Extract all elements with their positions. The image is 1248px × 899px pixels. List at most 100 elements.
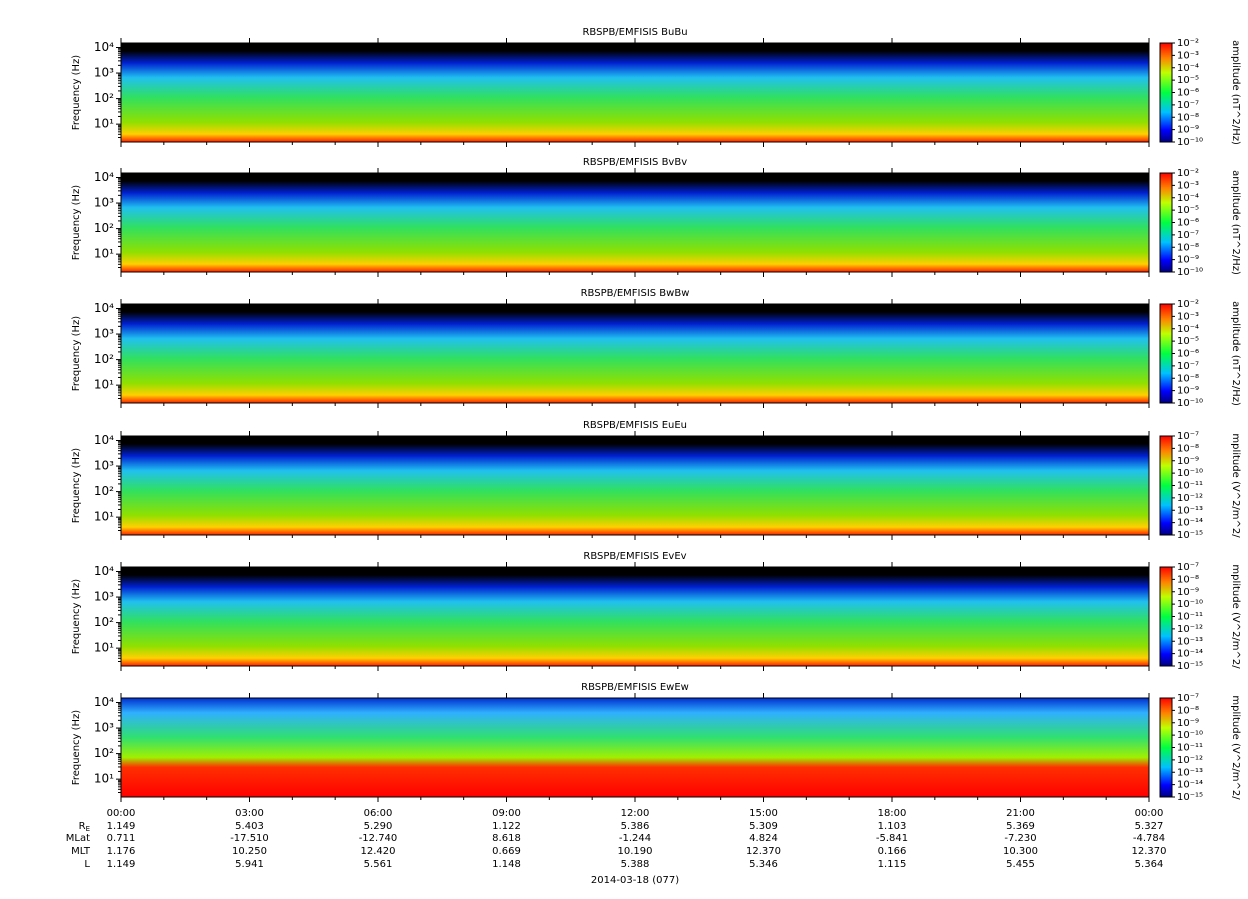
x-tick-label: 21:00 [1006,808,1035,819]
colorbar-label: mplitude (V^2/m^2/ [1230,564,1241,669]
ephemeris-value: 10.250 [232,846,267,857]
ephemeris-value: 0.669 [492,846,521,857]
ephemeris-value: 0.166 [878,846,907,857]
ephemeris-value: 12.370 [746,846,781,857]
colorbar-tick-label: 10⁻⁷ [1177,693,1199,704]
colorbar-tick-label: 10⁻⁵ [1177,75,1199,86]
ephemeris-label-text: MLat [66,833,90,844]
colorbar-tick-label: 10⁻¹¹ [1177,743,1203,754]
colorbar-tick-label: 10⁻⁷ [1177,361,1199,372]
colorbar-tick-label: 10⁻¹² [1177,755,1203,766]
colorbar-tick-label: 10⁻¹⁰ [1177,267,1203,278]
y-tick-label: 10¹ [94,117,114,131]
x-tick-label: 15:00 [749,808,778,819]
panel-title: RBSPB/EMFISIS EuEu [583,420,687,431]
x-tick-label: 12:00 [621,808,650,819]
colorbar-label: amplitude (nT^2/Hz) [1230,40,1241,145]
y-tick-label: 10² [94,352,114,366]
colorbar [1159,697,1173,798]
spectrogram-image [121,698,1149,797]
colorbar-tick-label: 10⁻³ [1177,311,1199,322]
ephemeris-value: 8.618 [492,833,521,844]
ephemeris-value: 4.824 [749,833,778,844]
colorbar-tick-label: 10⁻⁸ [1177,574,1199,585]
panel-title: RBSPB/EMFISIS BuBu [582,27,687,38]
x-tick-label: 03:00 [235,808,264,819]
ephemeris-value: 5.290 [364,821,393,832]
colorbar-tick-label: 10⁻⁷ [1177,562,1199,573]
y-tick-label: 10³ [94,327,114,341]
ephemeris-value: -1.244 [619,833,651,844]
colorbar-tick-label: 10⁻¹⁰ [1177,398,1203,409]
ephemeris-value: 5.346 [749,859,778,870]
colorbar-tick-label: 10⁻⁶ [1177,88,1199,99]
y-tick-label: 10⁴ [94,301,114,315]
date-label: 2014-03-18 (077) [591,875,679,886]
ephemeris-value: 5.386 [621,821,650,832]
y-tick-label: 10¹ [94,641,114,655]
colorbar-tick-label: 10⁻¹¹ [1177,612,1203,623]
y-tick-label: 10³ [94,66,114,80]
ephemeris-value: 5.369 [1006,821,1035,832]
y-tick-label: 10³ [94,721,114,735]
colorbar-tick-label: 10⁻² [1177,168,1199,179]
ephemeris-row-label: L [84,859,90,870]
ephemeris-value: -5.841 [876,833,908,844]
y-tick-label: 10² [94,221,114,235]
ephemeris-value: 1.115 [878,859,907,870]
ephemeris-value: -12.740 [359,833,398,844]
colorbar-tick-label: 10⁻³ [1177,50,1199,61]
y-axis-label: Frequency (Hz) [71,579,82,655]
y-axis-label: Frequency (Hz) [71,710,82,786]
colorbar-tick-label: 10⁻¹⁴ [1177,518,1203,529]
colorbar-tick-label: 10⁻⁸ [1177,242,1199,253]
panel-title: RBSPB/EMFISIS EwEw [581,682,689,693]
ephemeris-value: 12.370 [1132,846,1167,857]
colorbar-tick-label: 10⁻¹³ [1177,505,1203,516]
y-tick-label: 10⁴ [94,695,114,709]
colorbar-tick-label: 10⁻¹⁰ [1177,599,1203,610]
colorbar-tick-label: 10⁻² [1177,299,1199,310]
ephemeris-value: 12.420 [361,846,396,857]
colorbar-tick-label: 10⁻⁹ [1177,125,1199,136]
colorbar-tick-label: 10⁻¹² [1177,624,1203,635]
y-tick-label: 10² [94,91,114,105]
y-tick-label: 10² [94,484,114,498]
colorbar-tick-label: 10⁻¹⁰ [1177,468,1203,479]
spectrogram-image [121,436,1149,535]
colorbar-tick-label: 10⁻² [1177,38,1199,49]
colorbar-tick-label: 10⁻⁸ [1177,705,1199,716]
ephemeris-label-text: L [84,859,90,870]
ephemeris-value: 1.103 [878,821,907,832]
y-tick-label: 10⁴ [94,433,114,447]
ephemeris-value: 1.148 [492,859,521,870]
ephemeris-row-label: MLT [71,846,91,857]
ephemeris-value: -17.510 [230,833,269,844]
colorbar-tick-label: 10⁻⁷ [1177,230,1199,241]
ephemeris-value: 5.388 [621,859,650,870]
ephemeris-row-label: RE [79,821,90,833]
ephemeris-label-sub: E [86,825,90,833]
colorbar-tick-label: 10⁻⁴ [1177,193,1199,204]
spectrogram-image [121,43,1149,142]
colorbar-tick-label: 10⁻⁷ [1177,100,1199,111]
colorbar-tick-label: 10⁻⁸ [1177,443,1199,454]
ephemeris-label-text: R [79,821,86,832]
ephemeris-value: 5.327 [1135,821,1164,832]
colorbar-tick-label: 10⁻¹¹ [1177,481,1203,492]
y-tick-label: 10³ [94,590,114,604]
spectrogram-image [121,567,1149,666]
colorbar-label: amplitude (nT^2/Hz) [1230,170,1241,275]
colorbar-tick-label: 10⁻⁹ [1177,456,1199,467]
colorbar-tick-label: 10⁻¹² [1177,493,1203,504]
y-tick-label: 10³ [94,196,114,210]
y-tick-label: 10¹ [94,510,114,524]
colorbar-tick-label: 10⁻¹³ [1177,636,1203,647]
colorbar-tick-label: 10⁻⁹ [1177,718,1199,729]
y-tick-label: 10³ [94,459,114,473]
colorbar-tick-label: 10⁻⁸ [1177,373,1199,384]
y-axis-label: Frequency (Hz) [71,448,82,524]
ephemeris-value: 10.300 [1003,846,1038,857]
ephemeris-value: 5.561 [364,859,393,870]
ephemeris-value: 1.149 [107,821,136,832]
